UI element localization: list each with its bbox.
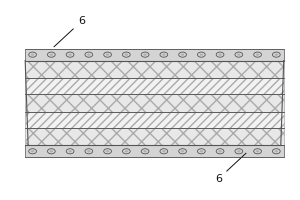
Circle shape [200, 53, 203, 56]
Circle shape [162, 150, 166, 152]
Circle shape [87, 53, 91, 56]
Circle shape [31, 53, 34, 56]
Bar [25, 78, 284, 94]
Circle shape [256, 150, 259, 152]
Circle shape [87, 150, 91, 152]
Bar [25, 61, 284, 78]
Circle shape [106, 150, 109, 152]
Circle shape [218, 150, 222, 152]
Circle shape [31, 150, 34, 152]
Bar [25, 94, 284, 112]
Bar [25, 112, 284, 128]
Circle shape [106, 53, 109, 56]
Circle shape [237, 150, 241, 152]
Circle shape [143, 150, 147, 152]
Circle shape [124, 150, 128, 152]
Text: 6: 6 [215, 153, 246, 184]
Circle shape [68, 53, 72, 56]
Circle shape [200, 150, 203, 152]
Circle shape [143, 53, 147, 56]
Circle shape [274, 53, 278, 56]
Circle shape [181, 53, 184, 56]
Bar [25, 128, 284, 145]
Circle shape [218, 53, 222, 56]
Bar [25, 49, 284, 61]
Circle shape [181, 150, 184, 152]
Text: 6: 6 [54, 16, 85, 47]
Circle shape [68, 150, 72, 152]
Circle shape [124, 53, 128, 56]
Circle shape [162, 53, 166, 56]
Circle shape [237, 53, 241, 56]
Circle shape [50, 150, 53, 152]
Circle shape [50, 53, 53, 56]
Circle shape [274, 150, 278, 152]
Bar [25, 145, 284, 157]
Circle shape [256, 53, 259, 56]
